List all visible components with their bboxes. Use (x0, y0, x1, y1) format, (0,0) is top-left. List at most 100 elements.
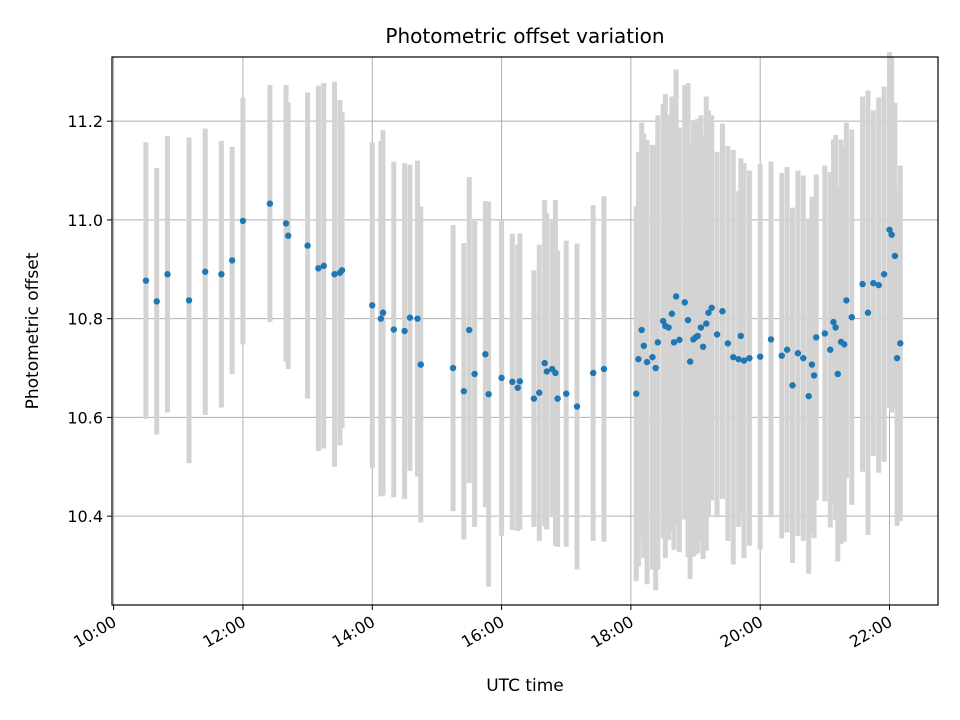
y-axis-title: Photometric offset (23, 252, 43, 409)
data-point (654, 339, 662, 346)
data-point (589, 369, 597, 377)
data-point (808, 361, 816, 368)
chart-title: Photometric offset variation (385, 24, 664, 48)
y-tick-label: 11.2 (67, 112, 103, 131)
data-point (832, 324, 839, 331)
data-point (668, 310, 676, 317)
data-point (841, 341, 848, 348)
data-point (897, 340, 904, 347)
data-point (379, 309, 387, 316)
data-point (509, 378, 516, 386)
data-point (514, 384, 521, 391)
data-point (880, 271, 888, 278)
data-point (670, 339, 678, 346)
data-point (649, 353, 656, 361)
data-point (676, 336, 683, 344)
data-point (805, 392, 812, 400)
data-point (498, 374, 505, 382)
data-point (681, 299, 688, 306)
data-point (684, 316, 692, 324)
data-point (843, 297, 850, 304)
data-point (414, 315, 421, 322)
data-point (848, 313, 855, 321)
data-point (573, 403, 581, 410)
data-point (417, 361, 424, 368)
data-point (633, 390, 640, 397)
y-tick-label: 10.4 (67, 507, 103, 526)
data-point (406, 314, 414, 321)
data-point (870, 279, 877, 287)
data-point (153, 298, 160, 305)
data-point (703, 320, 710, 327)
data-point (600, 365, 608, 373)
data-point (315, 265, 322, 272)
data-point (864, 309, 872, 316)
data-point (516, 378, 524, 385)
data-point (449, 364, 457, 372)
data-point (767, 336, 775, 343)
y-tick-label: 10.6 (67, 408, 103, 427)
data-point (369, 302, 376, 309)
data-point (810, 372, 818, 379)
data-point (724, 340, 732, 347)
data-point (460, 388, 468, 395)
data-point (401, 327, 408, 335)
data-point (377, 315, 385, 322)
data-point (699, 343, 707, 350)
data-point (719, 308, 726, 315)
data-point (834, 370, 841, 378)
data-point (708, 304, 715, 311)
data-point (266, 200, 274, 207)
data-point (789, 382, 796, 389)
data-point (466, 326, 473, 334)
data-point (390, 326, 397, 333)
plot-frame (111, 56, 939, 606)
data-point (813, 334, 820, 341)
data-point (665, 324, 672, 331)
data-point (778, 352, 785, 359)
data-point (660, 317, 667, 325)
data-point (875, 281, 882, 289)
data-point (185, 297, 193, 304)
data-point (530, 395, 538, 402)
data-point (859, 280, 866, 288)
data-point (737, 332, 744, 340)
data-point (541, 359, 548, 367)
data-point (471, 370, 478, 378)
data-point (705, 309, 712, 316)
data-point (800, 354, 807, 362)
data-point (821, 330, 829, 337)
data-point (888, 231, 895, 238)
data-point (686, 358, 694, 365)
data-point (640, 342, 648, 350)
data-point (893, 354, 901, 362)
data-point (783, 346, 791, 353)
data-point (218, 271, 225, 278)
data-point (672, 293, 680, 300)
data-point (331, 271, 338, 278)
data-point (228, 257, 236, 264)
data-point (643, 358, 651, 366)
data-point (697, 324, 705, 331)
data-point (164, 271, 171, 278)
data-point (713, 331, 721, 338)
data-point (284, 232, 292, 239)
data-point (891, 252, 899, 260)
data-point (282, 220, 290, 227)
data-point (320, 262, 327, 270)
y-tick-label: 11.0 (67, 211, 103, 230)
data-point (746, 354, 753, 362)
data-point (554, 395, 561, 402)
x-axis-title: UTC time (486, 676, 564, 696)
data-point (830, 318, 837, 326)
data-point (338, 267, 346, 274)
data-point (202, 268, 209, 275)
data-point (638, 326, 645, 334)
data-point (740, 357, 748, 364)
data-point (142, 277, 150, 284)
data-point (635, 355, 642, 363)
data-point (543, 368, 551, 375)
data-point (694, 332, 701, 340)
y-tick-label: 10.8 (67, 310, 103, 329)
